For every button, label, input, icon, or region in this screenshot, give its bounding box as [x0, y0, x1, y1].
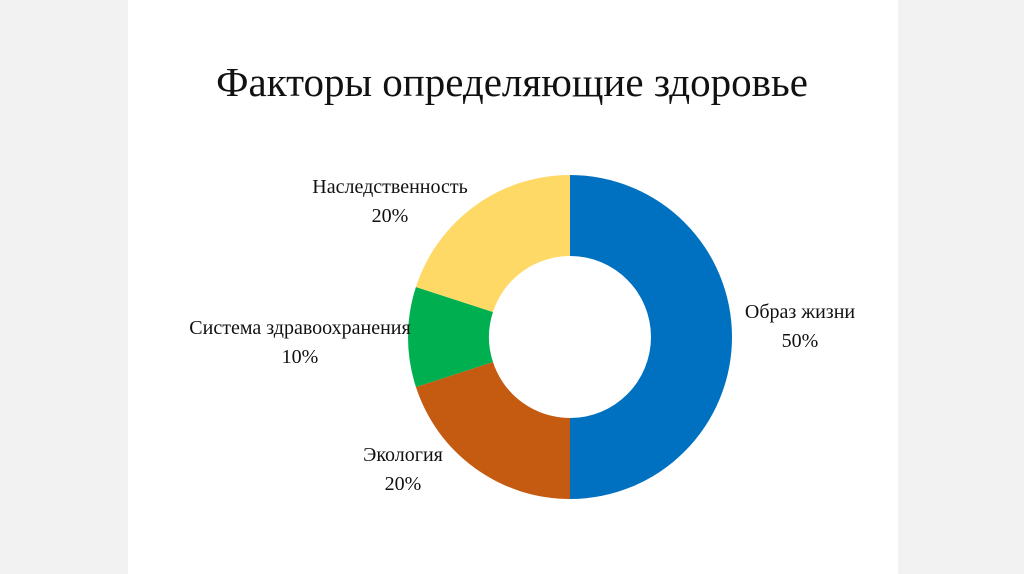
donut-slice-1	[415, 362, 570, 499]
donut-slice-3	[415, 175, 570, 312]
slice-category-label: Система здравоохранения	[189, 317, 410, 339]
donut-slice-0	[570, 175, 732, 499]
slice-value-label: 20%	[385, 473, 422, 495]
slice-category-label: Образ жизни	[745, 301, 856, 323]
slice-value-label: 50%	[782, 330, 819, 352]
slice-value-label: 10%	[282, 346, 319, 368]
donut-slice-2	[407, 286, 493, 388]
chart-title: Факторы определяющие здоровье	[216, 59, 808, 105]
slice-value-label: 20%	[372, 205, 409, 227]
slice-category-label: Наследственность	[312, 176, 467, 198]
slice-category-label: Экология	[363, 444, 443, 466]
